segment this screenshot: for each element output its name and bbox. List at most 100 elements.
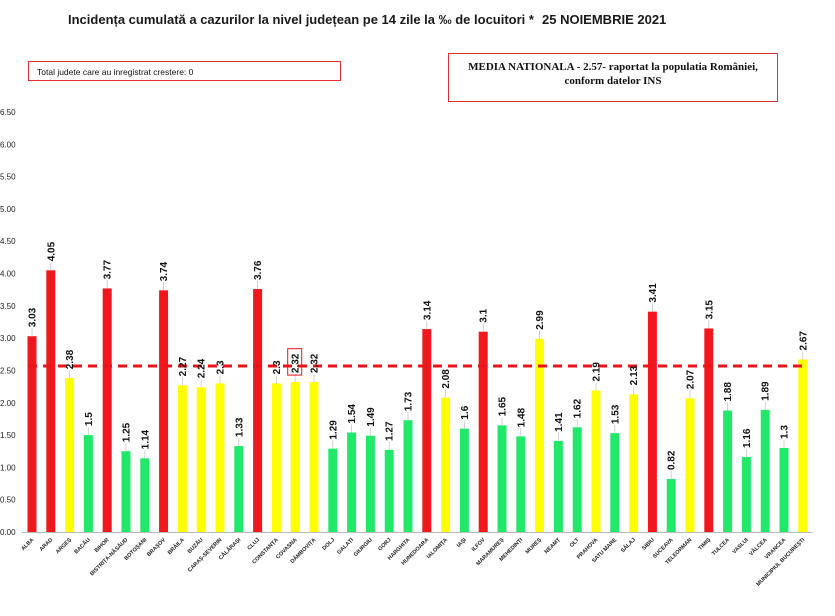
bar: [572, 427, 582, 532]
y-tick-label: 1.50: [0, 431, 16, 440]
bar: [553, 440, 563, 532]
bar: [422, 329, 432, 532]
bar: [798, 359, 808, 532]
chart-title: Incidența cumulată a cazurilor la nivel …: [68, 12, 534, 27]
value-label: 2.19: [592, 362, 603, 382]
value-label: 1.5: [84, 412, 95, 426]
value-label: 3.77: [103, 259, 114, 279]
bar: [215, 383, 225, 532]
bar: [196, 387, 206, 532]
y-tick-label: 5.50: [0, 173, 16, 182]
category-label: BACĂU: [73, 536, 92, 555]
value-label: 2.08: [441, 369, 452, 389]
value-label: 3.41: [648, 283, 659, 303]
value-label: 1.3: [780, 425, 791, 439]
value-label: 1.29: [328, 420, 339, 440]
category-label: BRĂILA: [166, 536, 186, 556]
bar: [441, 397, 451, 532]
value-label: 2.3: [216, 360, 227, 374]
y-tick-label: 3.50: [0, 302, 16, 311]
bar: [535, 338, 545, 532]
bar: [591, 390, 601, 532]
category-label: OLT: [569, 537, 581, 549]
value-label: 2.24: [197, 358, 208, 378]
value-label: 1.49: [366, 407, 377, 427]
y-tick-label: 2.50: [0, 366, 16, 375]
bar: [478, 331, 488, 532]
bar: [685, 398, 695, 532]
bar: [328, 448, 338, 532]
value-label: 3.1: [479, 308, 490, 322]
bar: [610, 433, 620, 532]
value-label: 1.25: [122, 422, 133, 442]
bar: [46, 270, 56, 532]
bar: [497, 425, 507, 532]
value-label: 1.48: [516, 407, 527, 427]
bar: [666, 479, 676, 532]
bar: [779, 448, 789, 532]
bar: [459, 428, 469, 532]
national-average-line2: conform datelor INS: [564, 75, 662, 87]
value-label: 2.07: [686, 369, 697, 389]
value-label: 1.6: [460, 405, 471, 419]
y-tick-label: 6.50: [0, 108, 16, 117]
bar: [102, 288, 112, 532]
bar: [83, 435, 93, 532]
bars-group: [22, 270, 813, 533]
category-label: BUZĂU: [186, 536, 205, 555]
category-label: CLUJ: [247, 537, 261, 551]
value-label: 1.62: [573, 398, 584, 418]
category-label: ARGEȘ: [55, 537, 73, 555]
bar: [290, 382, 300, 532]
category-label: SĂLAJ: [619, 536, 637, 554]
y-tick-label: 6.00: [0, 140, 16, 149]
y-tick-label: 2.00: [0, 399, 16, 408]
category-label: MUREȘ: [525, 537, 544, 556]
value-label: 4.05: [46, 241, 57, 261]
bar: [253, 289, 263, 532]
bar: [403, 420, 413, 532]
category-label: VASLUI: [732, 537, 751, 556]
value-label: 2.99: [535, 310, 546, 330]
value-label: 1.16: [742, 428, 753, 448]
bar: [159, 290, 169, 532]
value-label: 0.82: [667, 450, 678, 470]
category-label: TULCEA: [711, 537, 731, 557]
category-label: CARAȘ-SEVERIN: [187, 537, 223, 573]
y-tick-label: 4.00: [0, 270, 16, 279]
value-label: 2.32: [291, 353, 302, 373]
value-label: 1.89: [761, 381, 772, 401]
bar: [140, 458, 150, 532]
bar: [271, 383, 281, 532]
category-label: GORJ: [377, 537, 392, 552]
value-label: 3.74: [159, 261, 170, 281]
national-average-line1: MEDIA NATIONALA - 2.57- raportat la popu…: [468, 61, 758, 73]
category-label: BIHOR: [94, 537, 111, 554]
category-label: TIMIȘ: [698, 537, 713, 552]
value-label: 2.3: [272, 360, 283, 374]
value-label: 2.32: [310, 353, 321, 373]
y-tick-label: 0.00: [0, 528, 16, 537]
bar: [365, 435, 375, 532]
value-label: 3.03: [28, 307, 39, 327]
value-label: 1.73: [404, 391, 415, 411]
x-labels-group: ALBA ARAD ARGEȘ BACĂU BIHORBISTRIȚA-NĂSĂUDBO…: [20, 536, 806, 588]
national-average-box: MEDIA NATIONALA - 2.57- raportat la popu…: [448, 53, 778, 102]
bar: [647, 311, 657, 532]
y-tick-label: 4.50: [0, 237, 16, 246]
value-label: 2.27: [178, 356, 189, 376]
highlight-box: [287, 348, 303, 376]
value-label: 1.14: [140, 429, 151, 449]
value-label: 2.13: [629, 365, 640, 385]
value-label: 1.53: [610, 404, 621, 424]
category-label: ALBA: [20, 537, 35, 552]
category-label: GIURGIU: [353, 537, 374, 558]
increase-count-box: Total judete care au inregistrat crester…: [28, 61, 341, 81]
category-label: SIBIU: [641, 537, 656, 552]
value-label: 3.14: [422, 300, 433, 320]
value-label: 3.15: [704, 300, 715, 320]
bar: [177, 385, 187, 532]
y-axis: 0.00 0.50 1.00 1.50 2.00 2.50 3.00 3.50 4.00 4.50…: [0, 108, 16, 537]
value-label: 1.65: [498, 396, 509, 416]
